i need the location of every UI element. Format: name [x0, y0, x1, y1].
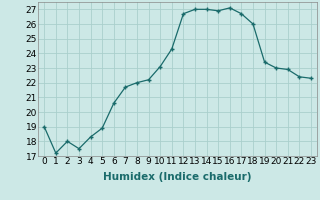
X-axis label: Humidex (Indice chaleur): Humidex (Indice chaleur)	[103, 172, 252, 182]
